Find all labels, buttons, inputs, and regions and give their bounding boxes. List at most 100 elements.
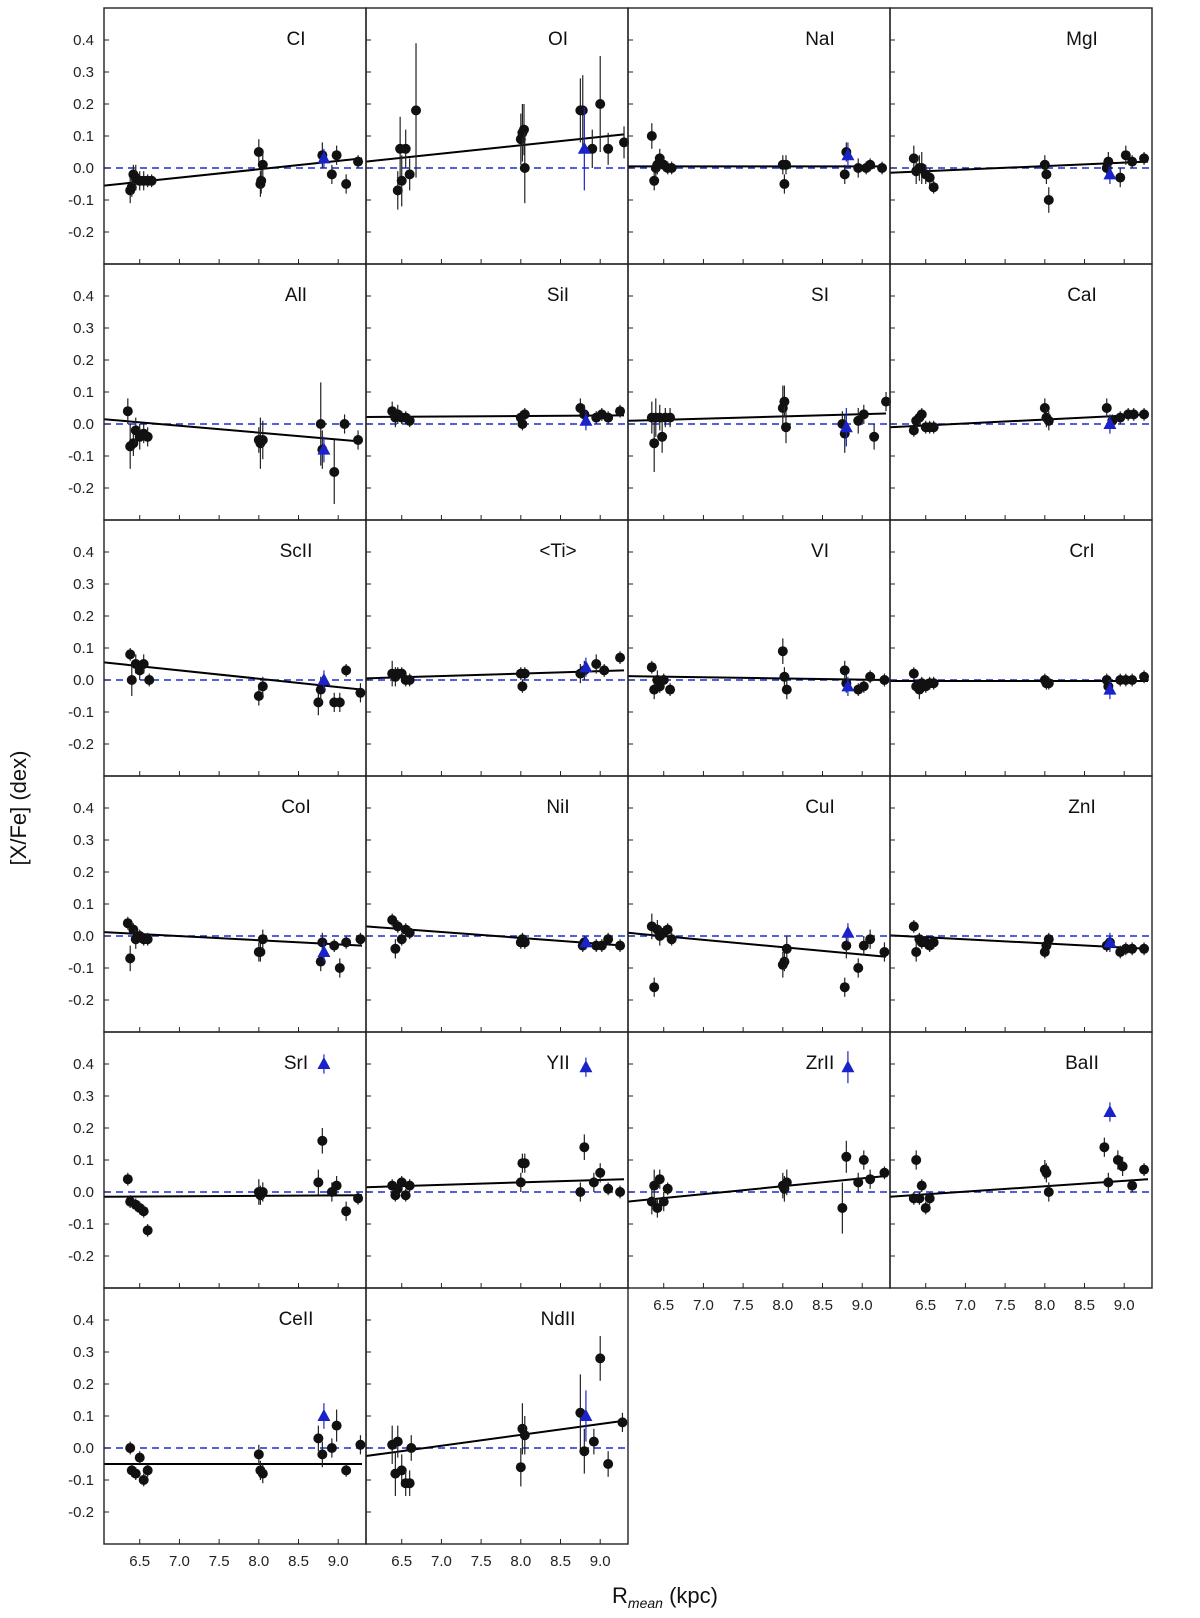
data-point bbox=[615, 1187, 626, 1197]
y-tick-label: 0.4 bbox=[73, 800, 94, 817]
data-point bbox=[392, 1436, 403, 1447]
data-point bbox=[353, 1193, 364, 1204]
x-tick-label: 8.0 bbox=[772, 1297, 793, 1314]
data-point bbox=[519, 1158, 530, 1169]
data-point bbox=[404, 169, 415, 180]
data-point bbox=[881, 396, 892, 407]
panel-frame bbox=[103, 519, 367, 777]
panel-frame bbox=[889, 519, 1153, 777]
triangle-point bbox=[579, 935, 593, 948]
data-point bbox=[869, 431, 880, 442]
panel-ci: CI -0.2 -0.1 0.0 0.1 0.2 0.3 0.4 bbox=[68, 7, 367, 265]
data-point bbox=[1115, 172, 1126, 183]
panel-title: CoI bbox=[281, 797, 311, 818]
data-point bbox=[1041, 1167, 1052, 1178]
data-point bbox=[326, 1443, 337, 1453]
y-tick-label: 0.3 bbox=[73, 576, 94, 593]
data-point bbox=[865, 1174, 876, 1185]
data-point bbox=[125, 953, 136, 964]
data-point bbox=[257, 1187, 268, 1197]
data-point bbox=[858, 681, 869, 692]
data-point bbox=[122, 406, 133, 417]
data-point bbox=[1127, 943, 1138, 954]
panel-baii: BaII 6.5 7.0 7.5 8.0 8.5 9.0 bbox=[889, 1031, 1153, 1314]
data-point bbox=[257, 1468, 268, 1479]
panel-cui: CuI bbox=[627, 775, 891, 1033]
triangle-point bbox=[839, 420, 853, 433]
triangle-point bbox=[1103, 1105, 1117, 1117]
data-point bbox=[130, 1468, 141, 1479]
data-point bbox=[646, 131, 657, 141]
data-point bbox=[517, 419, 528, 429]
data-point bbox=[579, 1446, 590, 1457]
data-point bbox=[519, 163, 530, 173]
data-point bbox=[577, 105, 588, 116]
data-point bbox=[879, 675, 890, 685]
y-tick-label: -0.1 bbox=[68, 704, 94, 721]
data-point bbox=[595, 99, 606, 109]
triangle-point bbox=[579, 1060, 593, 1073]
data-point bbox=[313, 1433, 324, 1444]
data-point bbox=[126, 675, 137, 685]
data-point bbox=[396, 175, 407, 186]
y-tick-label: 0.4 bbox=[73, 1312, 94, 1329]
triangle-point bbox=[579, 1409, 593, 1421]
data-point bbox=[603, 1459, 614, 1469]
triangle-point bbox=[317, 151, 331, 164]
data-point bbox=[353, 156, 364, 167]
triangle-point bbox=[1103, 682, 1117, 695]
triangle-point bbox=[841, 1060, 855, 1073]
data-point bbox=[515, 1462, 526, 1473]
data-point bbox=[615, 406, 626, 417]
panel-frame bbox=[627, 519, 891, 777]
panel-title: NiI bbox=[546, 797, 569, 818]
data-point bbox=[396, 1177, 407, 1188]
data-point bbox=[603, 143, 614, 154]
x-tick-label: 7.5 bbox=[733, 1297, 754, 1314]
data-point bbox=[924, 172, 935, 183]
y-tick-label: 0.4 bbox=[73, 32, 94, 49]
data-point bbox=[916, 409, 927, 420]
data-point bbox=[779, 671, 790, 682]
data-point bbox=[615, 940, 626, 951]
data-point bbox=[142, 431, 153, 442]
x-tick-label: 6.5 bbox=[391, 1553, 412, 1570]
data-point bbox=[1099, 1142, 1110, 1153]
data-point bbox=[341, 937, 352, 948]
data-point bbox=[1139, 153, 1150, 164]
data-point bbox=[138, 1475, 149, 1485]
data-point bbox=[575, 1187, 586, 1197]
data-point bbox=[837, 1203, 848, 1213]
data-point bbox=[781, 943, 792, 954]
x-tick-label: 8.0 bbox=[1034, 1297, 1055, 1314]
x-axis-label-main: R bbox=[612, 1583, 628, 1608]
data-point bbox=[341, 1465, 352, 1476]
data-point bbox=[595, 1353, 606, 1364]
panel-zni: ZnI bbox=[889, 775, 1153, 1033]
data-point bbox=[777, 646, 788, 657]
x-tick-label: 9.0 bbox=[590, 1553, 611, 1570]
data-point bbox=[341, 665, 352, 676]
panel-frame bbox=[103, 1031, 367, 1289]
x-tick-label: 8.0 bbox=[510, 1553, 531, 1570]
data-point bbox=[517, 681, 528, 692]
triangle-point bbox=[577, 141, 591, 154]
panel-title: OI bbox=[548, 29, 568, 50]
data-point bbox=[1043, 934, 1054, 945]
data-point bbox=[865, 934, 876, 945]
x-tick-label: 7.0 bbox=[431, 1553, 452, 1570]
data-point bbox=[1115, 412, 1126, 423]
data-point bbox=[865, 159, 876, 170]
x-tick-label: 7.5 bbox=[995, 1297, 1016, 1314]
data-point bbox=[781, 684, 792, 695]
y-tick-label: 0.0 bbox=[73, 928, 94, 945]
data-point bbox=[779, 179, 790, 189]
data-point bbox=[331, 150, 342, 161]
y-tick-label: -0.1 bbox=[68, 1216, 94, 1233]
data-point bbox=[587, 143, 598, 154]
x-tick-label: 7.0 bbox=[693, 1297, 714, 1314]
data-point bbox=[1127, 675, 1138, 685]
triangle-point bbox=[317, 945, 331, 957]
triangle-point bbox=[1103, 417, 1117, 429]
data-point bbox=[924, 1193, 935, 1204]
